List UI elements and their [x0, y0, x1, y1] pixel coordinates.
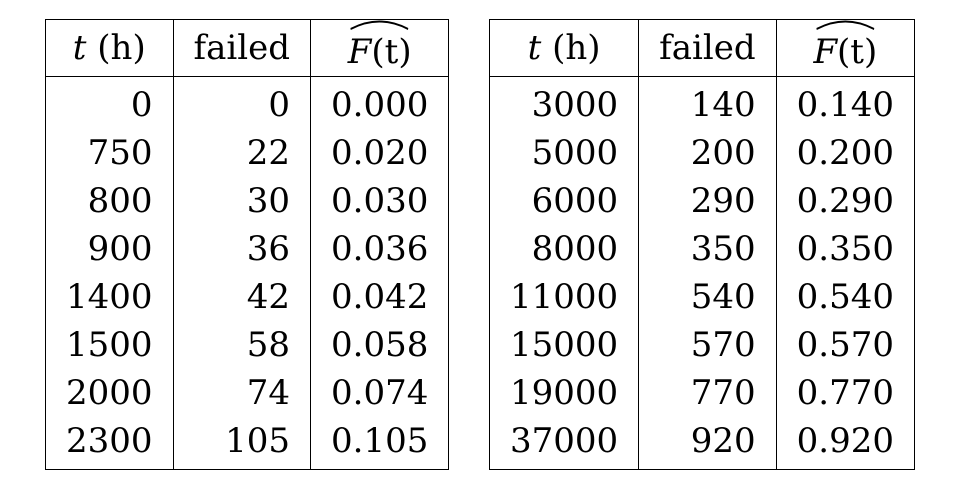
cell-failed: 58	[172, 321, 311, 369]
cell-time: 19000	[510, 373, 619, 413]
table-body-right: 3000 140 0.140 5000 200 0.200 6000 290 0.290 8000…	[490, 76, 915, 470]
table-row: 6000 290 0.290	[490, 177, 915, 225]
cell-cdf: 0.105	[310, 417, 449, 470]
hat-accent-icon	[350, 20, 409, 30]
cell-time: 2000	[66, 373, 153, 413]
table-row: 900 36 0.036	[46, 225, 449, 273]
cell-cdf: 0.036	[310, 225, 449, 273]
header-row: t (h) failed F(t)	[45, 19, 449, 77]
table-body-left: 0 0 0.000 750 22 0.020 800 30 0.030 900 36 0.036 140…	[46, 76, 449, 470]
header-cdf: F(t)	[310, 19, 449, 77]
cell-cdf: 0.290	[775, 177, 915, 225]
table-row: 3000 140 0.140	[490, 76, 915, 129]
cell-cdf: 0.042	[310, 273, 449, 321]
cell-cdf: 0.350	[775, 225, 915, 273]
cell-failed: 105	[172, 417, 311, 470]
cell-failed: 74	[172, 369, 311, 417]
header-time: t (h)	[45, 19, 174, 77]
cell-cdf: 0.920	[775, 417, 915, 470]
cell-failed: 22	[172, 129, 311, 177]
cell-time: 5000	[531, 133, 619, 173]
cell-time: 900	[87, 229, 153, 269]
cell-time: 1400	[66, 277, 153, 317]
cell-cdf: 0.074	[310, 369, 449, 417]
cell-time: 6000	[531, 181, 619, 221]
cell-time: 15000	[510, 325, 619, 365]
table-row: 1400 42 0.042	[46, 273, 449, 321]
cell-failed: 140	[638, 76, 777, 129]
cell-cdf: 0.020	[310, 129, 449, 177]
header-cdf: F(t)	[775, 19, 915, 77]
cell-failed: 36	[172, 225, 311, 273]
cell-cdf: 0.570	[775, 321, 915, 369]
header-row: t (h) failed F(t)	[489, 19, 915, 77]
cell-failed: 540	[638, 273, 777, 321]
cell-cdf: 0.030	[310, 177, 449, 225]
cell-failed: 42	[172, 273, 311, 321]
table-row: 15000 570 0.570	[490, 321, 915, 369]
table-row: 750 22 0.020	[46, 129, 449, 177]
cell-failed: 770	[638, 369, 777, 417]
cell-failed: 200	[638, 129, 777, 177]
cell-failed: 570	[638, 321, 777, 369]
cell-failed: 30	[172, 177, 311, 225]
failure-table-right: t (h) failed F(t) 3000 140 0.140 5000 200 0.2…	[489, 19, 916, 470]
header-time: t (h)	[489, 19, 639, 77]
table-row: 5000 200 0.200	[490, 129, 915, 177]
table-row: 19000 770 0.770	[490, 369, 915, 417]
table-row: 8000 350 0.350	[490, 225, 915, 273]
cell-time: 0	[130, 85, 153, 125]
cell-time: 8000	[531, 229, 619, 269]
cell-time: 11000	[510, 277, 619, 317]
cell-time: 750	[87, 133, 153, 173]
cell-cdf: 0.058	[310, 321, 449, 369]
cell-failed: 350	[638, 225, 777, 273]
table-row: 800 30 0.030	[46, 177, 449, 225]
table-row: 2000 74 0.074	[46, 369, 449, 417]
table-row: 1500 58 0.058	[46, 321, 449, 369]
table-row: 37000 920 0.920	[490, 417, 915, 470]
cell-failed: 0	[172, 76, 311, 129]
cell-failed: 920	[638, 417, 777, 470]
cell-cdf: 0.540	[775, 273, 915, 321]
cell-time: 800	[87, 181, 153, 221]
header-failed: failed	[172, 19, 311, 77]
cell-failed: 290	[638, 177, 777, 225]
cell-time: 37000	[510, 421, 619, 461]
table-row: 11000 540 0.540	[490, 273, 915, 321]
cell-time: 2300	[66, 421, 153, 461]
cell-cdf: 0.000	[310, 76, 449, 129]
cell-cdf: 0.140	[775, 76, 915, 129]
table-row: 2300 105 0.105	[46, 417, 449, 470]
cell-cdf: 0.200	[775, 129, 915, 177]
header-failed: failed	[638, 19, 777, 77]
cell-time: 1500	[66, 325, 153, 365]
cell-time: 3000	[531, 85, 619, 125]
failure-table-left: t (h) failed F(t) 0 0 0.000 750 22 0.020 800 30…	[45, 19, 450, 470]
table-row: 0 0 0.000	[46, 76, 449, 129]
cell-cdf: 0.770	[775, 369, 915, 417]
hat-accent-icon	[816, 20, 875, 30]
